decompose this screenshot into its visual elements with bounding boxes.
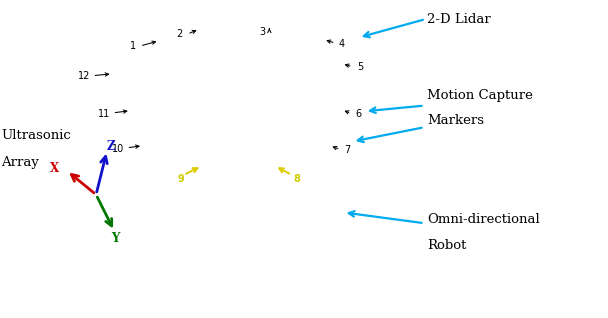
Text: 2-D Lidar: 2-D Lidar [427, 13, 491, 25]
Text: 8: 8 [293, 174, 300, 184]
Text: Y: Y [111, 232, 120, 245]
Text: Markers: Markers [427, 114, 484, 127]
Text: Omni-directional: Omni-directional [427, 213, 539, 226]
Text: 3: 3 [260, 27, 266, 37]
Text: 4: 4 [339, 39, 345, 49]
Text: X: X [50, 162, 60, 175]
Text: Robot: Robot [427, 239, 466, 252]
Text: 5: 5 [357, 62, 363, 73]
Text: 6: 6 [356, 109, 362, 120]
Text: Ultrasonic: Ultrasonic [1, 129, 71, 142]
Text: 12: 12 [78, 71, 90, 81]
Text: 9: 9 [178, 174, 185, 184]
Text: 2: 2 [176, 29, 182, 39]
Text: 10: 10 [112, 144, 125, 154]
Text: 1: 1 [130, 41, 136, 51]
Text: Motion Capture: Motion Capture [427, 89, 533, 102]
Text: Z: Z [107, 140, 116, 153]
Text: 11: 11 [98, 109, 111, 119]
Text: Array: Array [1, 156, 39, 169]
Text: 7: 7 [345, 145, 351, 155]
